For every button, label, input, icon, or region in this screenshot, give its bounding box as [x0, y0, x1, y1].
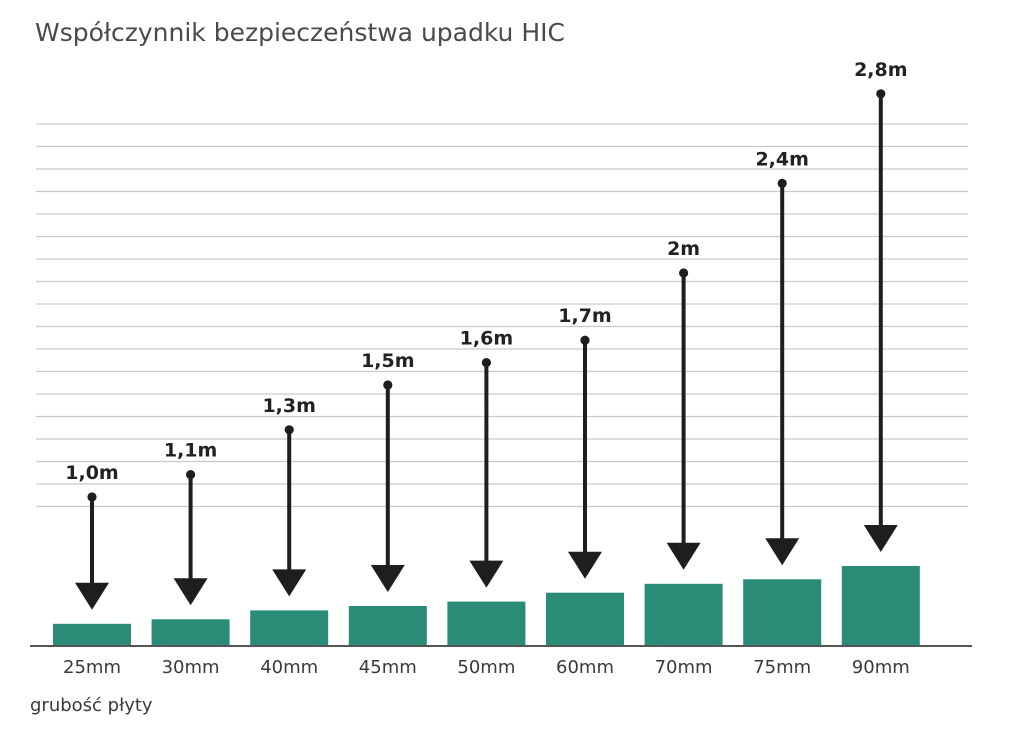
value-label-30mm: 1,1m [164, 440, 217, 462]
x-tick-40mm: 40mm [260, 657, 318, 678]
value-label-45mm: 1,5m [361, 350, 414, 372]
value-label-25mm: 1,0m [65, 462, 118, 484]
bar-40mm [250, 610, 329, 646]
arrow-head-45mm [370, 565, 405, 592]
value-label-75mm: 2,4m [755, 148, 808, 170]
arrow-head-90mm [863, 525, 898, 552]
value-label-70mm: 2m [667, 238, 700, 260]
arrow-head-25mm [75, 582, 109, 610]
bar-25mm [53, 623, 131, 646]
x-tick-70mm: 70mm [655, 657, 713, 678]
bar-70mm [644, 583, 723, 646]
bar-60mm [546, 592, 624, 646]
value-label-90mm: 2,8m [854, 59, 907, 81]
value-labels-group: 1,0m 1,1m 1,3m 1,5m 1,6m 1,7m 2m 2,4m 2,8m [65, 59, 907, 484]
value-label-60mm: 1,7m [558, 305, 611, 327]
bar-50mm [447, 601, 526, 646]
arrow-30mm [173, 470, 208, 606]
x-tick-90mm: 90mm [852, 657, 910, 678]
value-label-40mm: 1,3m [262, 395, 315, 417]
bar-90mm [841, 566, 920, 646]
value-label-50mm: 1,6m [460, 328, 513, 350]
x-tick-75mm: 75mm [753, 657, 811, 678]
x-tick-25mm: 25mm [63, 657, 121, 678]
bars-group [53, 566, 920, 646]
x-tick-60mm: 60mm [556, 657, 614, 678]
arrow-50mm [469, 358, 504, 588]
arrow-head-60mm [568, 551, 602, 579]
arrow-head-50mm [469, 560, 504, 588]
arrow-head-40mm [272, 569, 307, 597]
arrow-head-30mm [173, 578, 208, 606]
x-ticks-group: 25mm 30mm 40mm 45mm 50mm 60mm 70mm 75mm 90mm [63, 657, 910, 678]
arrows-group [75, 89, 898, 610]
bar-30mm [151, 619, 230, 646]
arrow-60mm [568, 335, 602, 579]
arrow-70mm [666, 268, 701, 570]
arrow-45mm [370, 380, 405, 592]
x-tick-30mm: 30mm [162, 657, 220, 678]
x-axis-label: grubość płyty [30, 695, 153, 716]
arrow-40mm [272, 425, 307, 597]
arrow-75mm [765, 178, 800, 566]
arrow-head-70mm [666, 542, 701, 570]
arrow-90mm [863, 89, 898, 552]
grid-lines [36, 123, 968, 508]
arrow-25mm [75, 492, 109, 610]
x-tick-45mm: 45mm [359, 657, 417, 678]
x-tick-50mm: 50mm [457, 657, 515, 678]
bar-45mm [348, 606, 427, 646]
arrow-head-75mm [765, 538, 800, 566]
chart-title: Współczynnik bezpieczeństwa upadku HIC [35, 18, 565, 47]
bar-75mm [743, 579, 822, 646]
